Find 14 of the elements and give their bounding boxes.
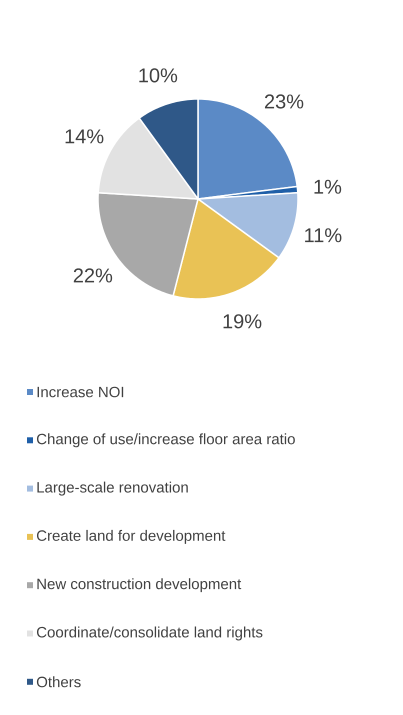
data-label: 19% bbox=[224, 314, 262, 328]
legend-label: Coordinate/consolidate land rights bbox=[36, 626, 262, 640]
data-label: 14% bbox=[66, 129, 104, 144]
legend-label: Others bbox=[36, 676, 81, 688]
data-label: 23% bbox=[264, 94, 304, 109]
data-label: 10% bbox=[139, 68, 178, 82]
legend-label: Change of use/increase floor area ratio bbox=[36, 433, 295, 448]
legend-label: Increase NOI bbox=[38, 386, 124, 398]
data-label: 11% bbox=[305, 228, 342, 242]
legend-label: Large-scale renovation bbox=[37, 482, 188, 496]
data-label: 22% bbox=[74, 268, 112, 282]
legend-label: Create land for development bbox=[36, 530, 226, 544]
legend-label: New construction development bbox=[37, 578, 242, 592]
data-label: 1% bbox=[314, 180, 342, 194]
